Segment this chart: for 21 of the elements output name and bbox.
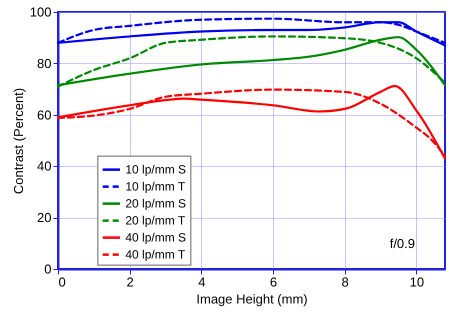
y-axis-title: Contrast (Percent) [10, 88, 26, 194]
annotation: f/0.9 [390, 236, 415, 251]
y-tick-label: 80 [37, 56, 52, 71]
y-tick-label: 0 [44, 262, 52, 276]
x-tick-label: 6 [270, 274, 278, 290]
legend-label: 40 lp/mm S [125, 230, 186, 245]
legend-label: 20 lp/mm S [125, 196, 186, 211]
y-tick-label: 20 [37, 210, 52, 226]
x-tick-label: 10 [410, 274, 424, 290]
x-tick-label: 4 [198, 274, 206, 290]
y-tick-label: 60 [37, 107, 52, 122]
x-tick-label: 0 [58, 274, 66, 290]
legend-label: 10 lp/mm T [125, 180, 186, 194]
y-tick-label: 40 [37, 158, 52, 174]
legend-label: 40 lp/mm T [125, 248, 186, 262]
legend-label: 10 lp/mm S [125, 162, 186, 177]
y-tick-label: 100 [30, 4, 52, 20]
legend-label: 20 lp/mm T [125, 214, 186, 228]
x-tick-label: 2 [126, 274, 134, 290]
x-tick-label: 8 [342, 274, 349, 290]
x-axis-title: Image Height (mm) [196, 292, 308, 306]
